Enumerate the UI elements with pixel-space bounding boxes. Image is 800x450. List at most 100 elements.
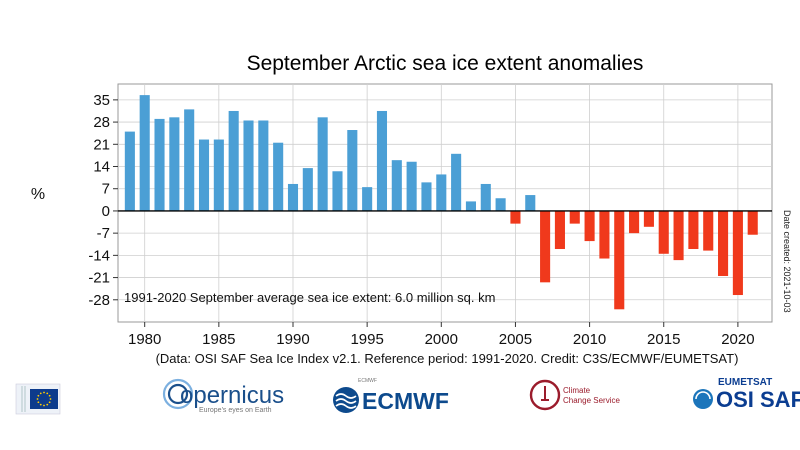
bar-1997 — [391, 160, 402, 211]
eu-star — [37, 394, 40, 397]
bar-1985 — [213, 139, 224, 211]
y-tick-labels: 35 28 21 14 7 0 -7 -14 -21 -28 — [88, 92, 118, 309]
bar-2018 — [703, 210, 714, 251]
eu-star — [43, 391, 45, 394]
eu-star — [49, 398, 52, 400]
bar-2005 — [510, 210, 521, 224]
eumetsat-name: EUMETSAT — [718, 377, 772, 388]
bar-2021 — [747, 210, 758, 235]
eu-star — [46, 392, 49, 395]
eu-star — [39, 392, 42, 395]
eu-star — [36, 398, 39, 400]
osisaf-logo: EUMETSAT OSI SAF — [693, 377, 800, 412]
bar-1984 — [198, 139, 210, 211]
y-tick-label: 35 — [93, 92, 110, 109]
eu-star — [37, 401, 40, 404]
bar-1991 — [302, 168, 313, 211]
eu-star — [46, 403, 49, 406]
x-tick-label: 2005 — [499, 331, 532, 348]
copernicus-logo: opernicus Europe's eyes on Earth — [162, 378, 284, 414]
y-tick-label: 21 — [93, 136, 110, 153]
c3s-line2: Change Service — [563, 396, 620, 405]
y-tick-label: -14 — [88, 247, 110, 264]
c3s-ring-icon — [529, 379, 561, 411]
bar-2013 — [629, 210, 640, 234]
x-tick-label: 1990 — [276, 331, 309, 348]
eu-star — [39, 403, 42, 406]
bar-2017 — [688, 210, 699, 250]
eu-stars-icon — [36, 391, 52, 407]
bars — [124, 95, 758, 310]
bar-2007 — [540, 210, 551, 283]
credit-line: (Data: OSI SAF Sea Ice Index v2.1. Refer… — [156, 351, 739, 366]
bar-1996 — [376, 110, 388, 211]
x-tick-label: 2015 — [647, 331, 680, 348]
y-tick-label: -21 — [88, 270, 110, 287]
bar-1983 — [184, 109, 195, 211]
bar-1986 — [228, 110, 239, 211]
bar-1989 — [273, 142, 284, 211]
bar-1979 — [124, 131, 135, 211]
bar-1995 — [362, 187, 373, 211]
bar-2008 — [554, 210, 565, 250]
average-annotation: 1991-2020 September average sea ice exte… — [124, 290, 495, 305]
x-tick-label: 2020 — [721, 331, 754, 348]
bar-2015 — [658, 210, 669, 254]
bar-1987 — [243, 120, 254, 211]
bar-2012 — [614, 210, 625, 310]
y-tick-label: 14 — [93, 159, 110, 176]
y-tick-label: 0 — [102, 203, 110, 220]
bar-2001 — [451, 153, 462, 211]
bar-1994 — [347, 130, 358, 211]
bar-2020 — [732, 210, 743, 296]
bar-2003 — [480, 183, 491, 211]
eu-star — [48, 401, 51, 404]
x-tick-label: 1985 — [202, 331, 235, 348]
bar-2011 — [599, 210, 610, 259]
osisaf-name: OSI SAF — [716, 387, 800, 412]
x-tick-label: 1995 — [350, 331, 383, 348]
y-tick-label: 28 — [93, 114, 110, 131]
ecmwf-name: ECMWF — [362, 388, 449, 414]
copernicus-name: opernicus — [180, 382, 284, 409]
ecmwf-small-text: ECMWF — [358, 378, 377, 384]
bar-2006 — [525, 195, 536, 211]
eu-flag-icon — [30, 389, 58, 409]
bar-1999 — [421, 182, 432, 211]
x-tick-label: 2000 — [425, 331, 458, 348]
bar-1992 — [317, 117, 328, 211]
bar-2000 — [436, 174, 447, 211]
y-tick-label: -7 — [97, 225, 110, 242]
x-tick-label: 1980 — [128, 331, 161, 348]
eu-logo — [15, 383, 61, 415]
bar-2019 — [718, 210, 729, 276]
bar-2010 — [584, 210, 595, 242]
bar-2014 — [643, 210, 654, 227]
y-tick-label: -28 — [88, 292, 110, 309]
bar-2016 — [673, 210, 684, 261]
bar-1993 — [332, 171, 343, 211]
bar-2004 — [495, 198, 506, 211]
bar-1982 — [169, 117, 180, 211]
y-axis-label: % — [31, 186, 45, 203]
bar-1988 — [258, 120, 269, 211]
eu-star — [48, 394, 51, 397]
c3s-logo: Climate Change Service — [529, 379, 620, 411]
bar-2002 — [465, 201, 476, 211]
bar-2009 — [569, 210, 580, 224]
copernicus-tagline: Europe's eyes on Earth — [199, 407, 272, 414]
plot-frame — [117, 83, 773, 323]
date-created-note: Date created: 2021-10-03 — [782, 210, 792, 313]
eu-star — [43, 404, 45, 407]
y-tick-label: 7 — [102, 181, 110, 198]
bar-1981 — [154, 118, 165, 211]
bar-1998 — [406, 161, 417, 211]
bar-1980 — [139, 95, 150, 211]
chart-title: September Arctic sea ice extent anomalie… — [247, 52, 644, 75]
bar-1990 — [287, 183, 299, 211]
x-tick-labels: 1980 1985 1990 1995 2000 2005 2010 2015 2020 — [128, 322, 755, 348]
ecmwf-logo: ECMWF ECMWF — [333, 378, 449, 414]
x-tick-label: 2010 — [573, 331, 606, 348]
c3s-line1: Climate — [563, 386, 591, 395]
